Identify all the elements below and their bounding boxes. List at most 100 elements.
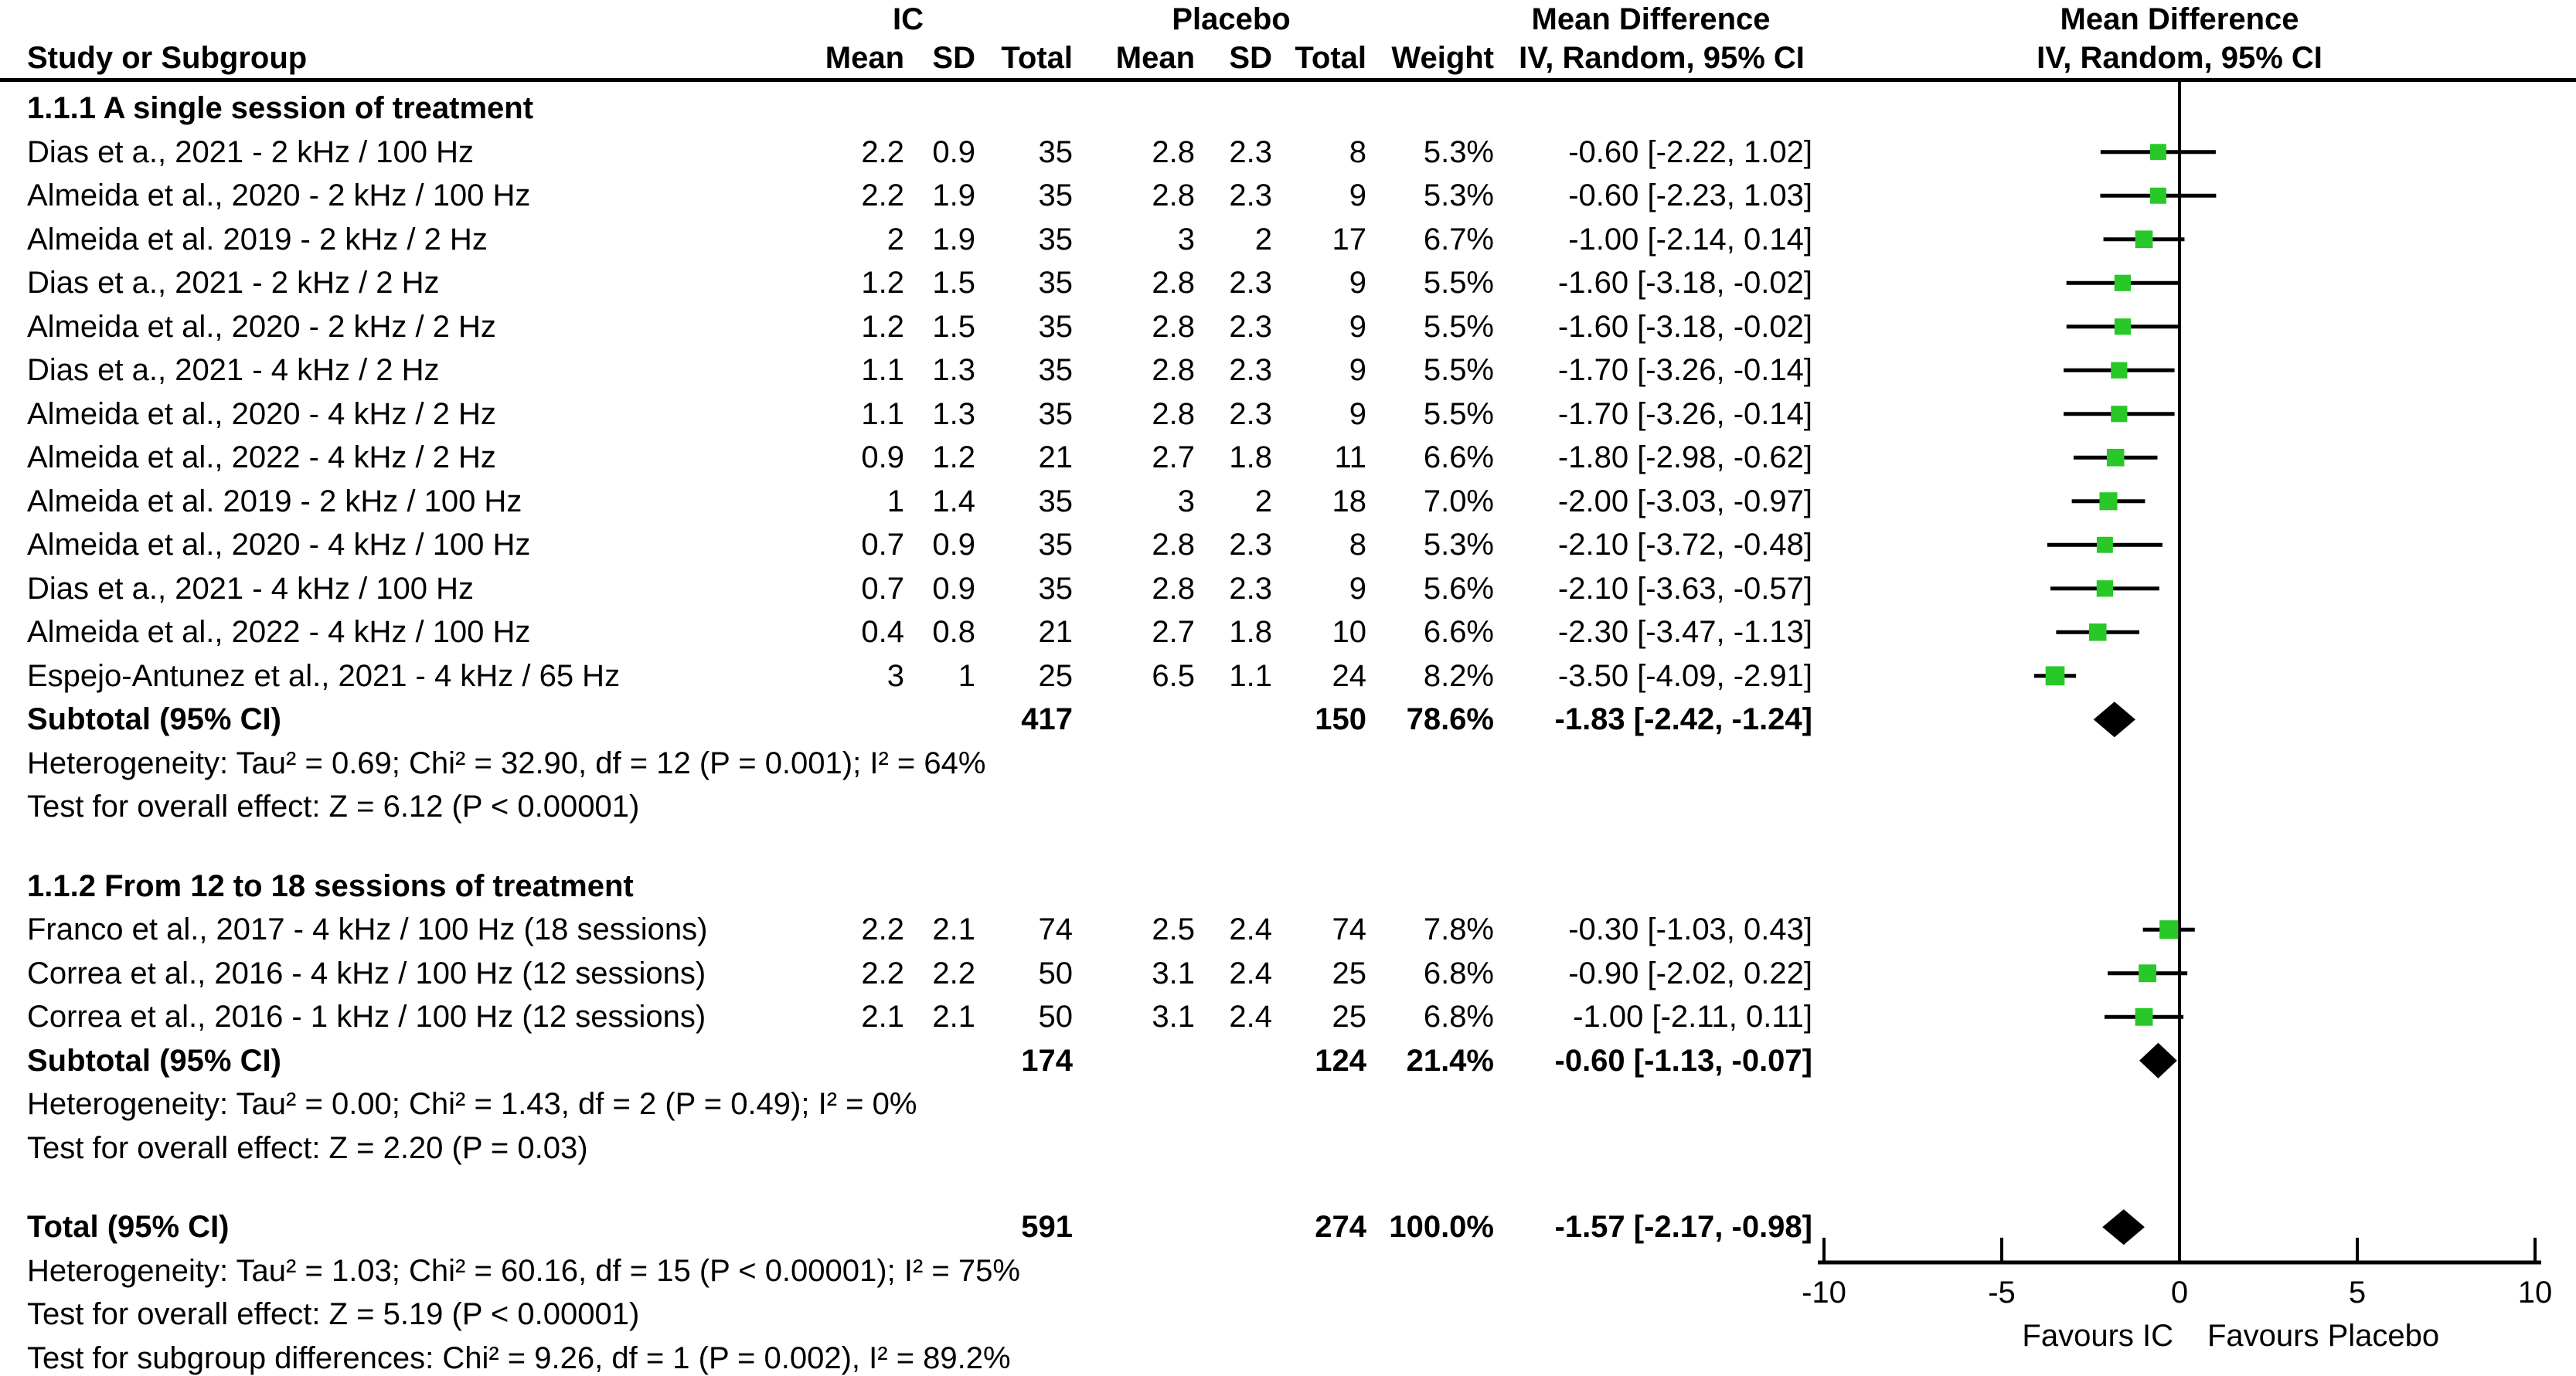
placebo-mean-value: 6.5: [1152, 658, 1195, 693]
placebo-total-value: 8: [1349, 528, 1366, 562]
effect-column-header-line1: Mean Difference: [1531, 2, 1771, 36]
ic-sd-value: 0.9: [932, 571, 975, 606]
placebo-mean-value: 2.8: [1152, 353, 1195, 387]
study-label: Almeida et al., 2020 - 2 kHz / 2 Hz: [27, 309, 496, 344]
heterogeneity-note-text: Heterogeneity: Tau² = 0.00; Chi² = 1.43,…: [27, 1087, 917, 1121]
placebo-sd-value: 2.3: [1229, 134, 1272, 169]
subgroup-section-header: 1.1.2 From 12 to 18 sessions of treatmen…: [0, 865, 2576, 909]
subtotal-row: Subtotal (95% CI) 174 124 21.4% -0.60 [-1.13…: [0, 1039, 2576, 1083]
study-label: Almeida et al., 2020 - 4 kHz / 2 Hz: [27, 396, 496, 431]
point-estimate-marker: [2114, 318, 2131, 335]
ic-mean-value: 0.7: [861, 571, 904, 606]
md-ci-text: -2.10 [-3.72, -0.48]: [1557, 528, 1812, 562]
total-row: Total (95% CI) 591 274 100.0% -1.57 [-2.17, …: [0, 1205, 2576, 1249]
favours-right-label: Favours Placebo: [2207, 1319, 2439, 1353]
ic-mean-value: 1: [886, 484, 904, 518]
point-estimate-marker: [2096, 536, 2113, 553]
placebo-mean-value: 3.1: [1152, 956, 1195, 990]
placebo-mean-value: 2.7: [1152, 615, 1195, 649]
placebo-total-value: 25: [1332, 956, 1367, 990]
study-label: Correa et al., 2016 - 4 kHz / 100 Hz (12…: [27, 956, 706, 990]
ic-total-value: 591: [1021, 1210, 1073, 1244]
ic-mean-value: 0.9: [861, 440, 904, 474]
total-diamond: [2102, 1209, 2145, 1245]
subgroup-section-title: 1.1.1 A single session of treatment: [27, 91, 534, 125]
ic-total-value: 21: [1038, 615, 1074, 649]
study-row: Almeida et al. 2019 - 2 kHz / 2 Hz 2 1.9 35…: [0, 218, 2576, 262]
overall-effect-note-text: Test for overall effect: Z = 2.20 (P = 0…: [27, 1130, 588, 1165]
placebo-total-value: 274: [1315, 1210, 1366, 1244]
weight-value: 5.5%: [1423, 309, 1494, 344]
placebo-sd-value: 2.3: [1229, 396, 1272, 431]
ic-sd-value: 0.9: [932, 134, 975, 169]
weight-value: 7.0%: [1423, 484, 1494, 518]
ic-mean-value: 1.1: [861, 396, 904, 431]
placebo-total-value: 25: [1332, 1000, 1367, 1034]
study-label: Almeida et al., 2020 - 4 kHz / 100 Hz: [27, 528, 531, 562]
placebo-total-value: 124: [1315, 1043, 1366, 1078]
ic-sd-value: 2.2: [932, 956, 975, 990]
overall-effect-note: Test for overall effect: Z = 6.12 (P < 0…: [0, 785, 2576, 829]
weight-value: 5.3%: [1423, 134, 1494, 169]
placebo-total-value: 9: [1349, 396, 1366, 431]
md-ci-text: -0.60 [-2.22, 1.02]: [1568, 134, 1812, 169]
placebo-sd-value: 2.3: [1229, 309, 1272, 344]
study-label: Almeida et al. 2019 - 2 kHz / 2 Hz: [27, 222, 488, 257]
ic-total-value: 35: [1038, 484, 1074, 518]
placebo-total-value: 9: [1349, 178, 1366, 212]
ic-total-value: 35: [1038, 528, 1074, 562]
axis-tick-label: 0: [2171, 1276, 2188, 1310]
point-estimate-marker: [2139, 964, 2157, 983]
study-row: Correa et al., 2016 - 4 kHz / 100 Hz (12…: [0, 952, 2576, 996]
placebo-total-value: 9: [1349, 353, 1366, 387]
ic-total-value: 50: [1038, 956, 1074, 990]
overall-effect-note-text: Test for overall effect: Z = 5.19 (P < 0…: [27, 1297, 640, 1331]
ic-sd-value: 1.5: [932, 266, 975, 300]
subtotal-diamond: [2139, 1042, 2177, 1079]
point-estimate-marker: [2135, 1007, 2153, 1026]
heterogeneity-note: Heterogeneity: Tau² = 0.69; Chi² = 32.90…: [0, 742, 2576, 786]
weight-value: 21.4%: [1406, 1043, 1494, 1078]
point-estimate-marker: [2159, 920, 2179, 939]
study-label: Dias et a., 2021 - 4 kHz / 100 Hz: [27, 571, 475, 606]
placebo-sd-header: SD: [1229, 41, 1272, 75]
subtotal-row: Subtotal (95% CI) 417 150 78.6% -1.83 [-2.42…: [0, 698, 2576, 742]
plot-column-header-line2: IV, Random, 95% CI: [2037, 41, 2322, 75]
study-label: Almeida et al., 2020 - 2 kHz / 100 Hz: [27, 178, 531, 212]
placebo-sd-value: 2.3: [1229, 353, 1272, 387]
study-row: Almeida et al., 2022 - 4 kHz / 2 Hz 0.9 1.…: [0, 436, 2576, 480]
placebo-sd-value: 2: [1254, 222, 1272, 257]
placebo-mean-value: 2.8: [1152, 134, 1195, 169]
point-estimate-marker: [2099, 492, 2118, 511]
ic-sd-value: 2.1: [932, 912, 975, 946]
ic-sd-value: 1.9: [932, 222, 975, 257]
heterogeneity-note: Heterogeneity: Tau² = 0.00; Chi² = 1.43,…: [0, 1082, 2576, 1126]
weight-column-header: Weight: [1391, 41, 1494, 75]
ic-mean-value: 2.2: [861, 178, 904, 212]
ic-total-value: 35: [1038, 222, 1074, 257]
ic-total-header: Total: [1001, 41, 1073, 75]
placebo-mean-value: 3.1: [1152, 1000, 1195, 1034]
md-ci-text: -2.30 [-3.47, -1.13]: [1557, 615, 1812, 649]
ic-total-value: 35: [1038, 266, 1074, 300]
placebo-total-value: 150: [1315, 702, 1366, 736]
point-estimate-marker: [2149, 144, 2166, 161]
study-row: Dias et a., 2021 - 4 kHz / 2 Hz 1.1 1.3 35 2…: [0, 348, 2576, 392]
subgroup-differences-note-text: Test for subgroup differences: Chi² = 9.…: [27, 1340, 1011, 1375]
point-estimate-marker: [2114, 274, 2131, 291]
md-ci-text: -2.10 [-3.63, -0.57]: [1557, 571, 1812, 606]
favours-left-label: Favours IC: [2022, 1319, 2173, 1353]
overall-effect-note-text: Test for overall effect: Z = 6.12 (P < 0…: [27, 790, 640, 824]
ic-total-value: 35: [1038, 178, 1074, 212]
placebo-total-value: 11: [1334, 440, 1366, 474]
placebo-total-value: 9: [1349, 309, 1366, 344]
md-ci-text: -3.50 [-4.09, -2.91]: [1557, 658, 1812, 693]
placebo-sd-value: 2.3: [1229, 528, 1272, 562]
ic-sd-value: 0.8: [932, 615, 975, 649]
weight-value: 5.5%: [1423, 266, 1494, 300]
study-row: Franco et al., 2017 - 4 kHz / 100 Hz (18…: [0, 908, 2576, 952]
study-label: Dias et a., 2021 - 4 kHz / 2 Hz: [27, 353, 440, 387]
placebo-total-value: 18: [1332, 484, 1367, 518]
placebo-total-value: 8: [1349, 134, 1366, 169]
ic-total-value: 25: [1038, 658, 1074, 693]
